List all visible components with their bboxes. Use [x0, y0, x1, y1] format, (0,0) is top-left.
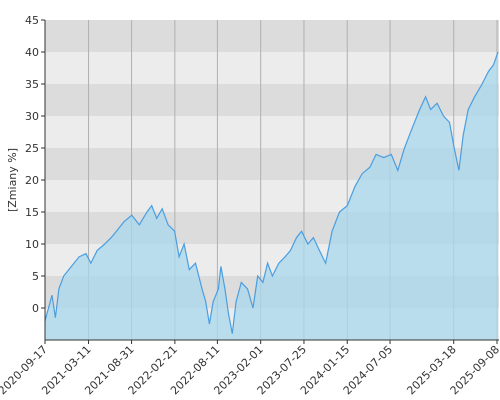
- background-band: [45, 52, 499, 84]
- area: [45, 52, 498, 340]
- y-tick-label: 30: [25, 110, 39, 123]
- y-tick-label: 25: [25, 142, 39, 155]
- y-tick-label: 40: [25, 46, 39, 59]
- y-tick-label: 0: [32, 302, 39, 315]
- y-tick-label: 15: [25, 206, 39, 219]
- y-axis-label: [Zmiany %]: [6, 148, 19, 212]
- y-tick-label: 10: [25, 238, 39, 251]
- y-tick-label: 45: [25, 14, 39, 27]
- y-tick-label: 5: [32, 270, 39, 283]
- line: [44, 51, 499, 334]
- y-tick-label: 20: [25, 174, 39, 187]
- y-tick-label: 35: [25, 78, 39, 91]
- background-band: [45, 20, 499, 52]
